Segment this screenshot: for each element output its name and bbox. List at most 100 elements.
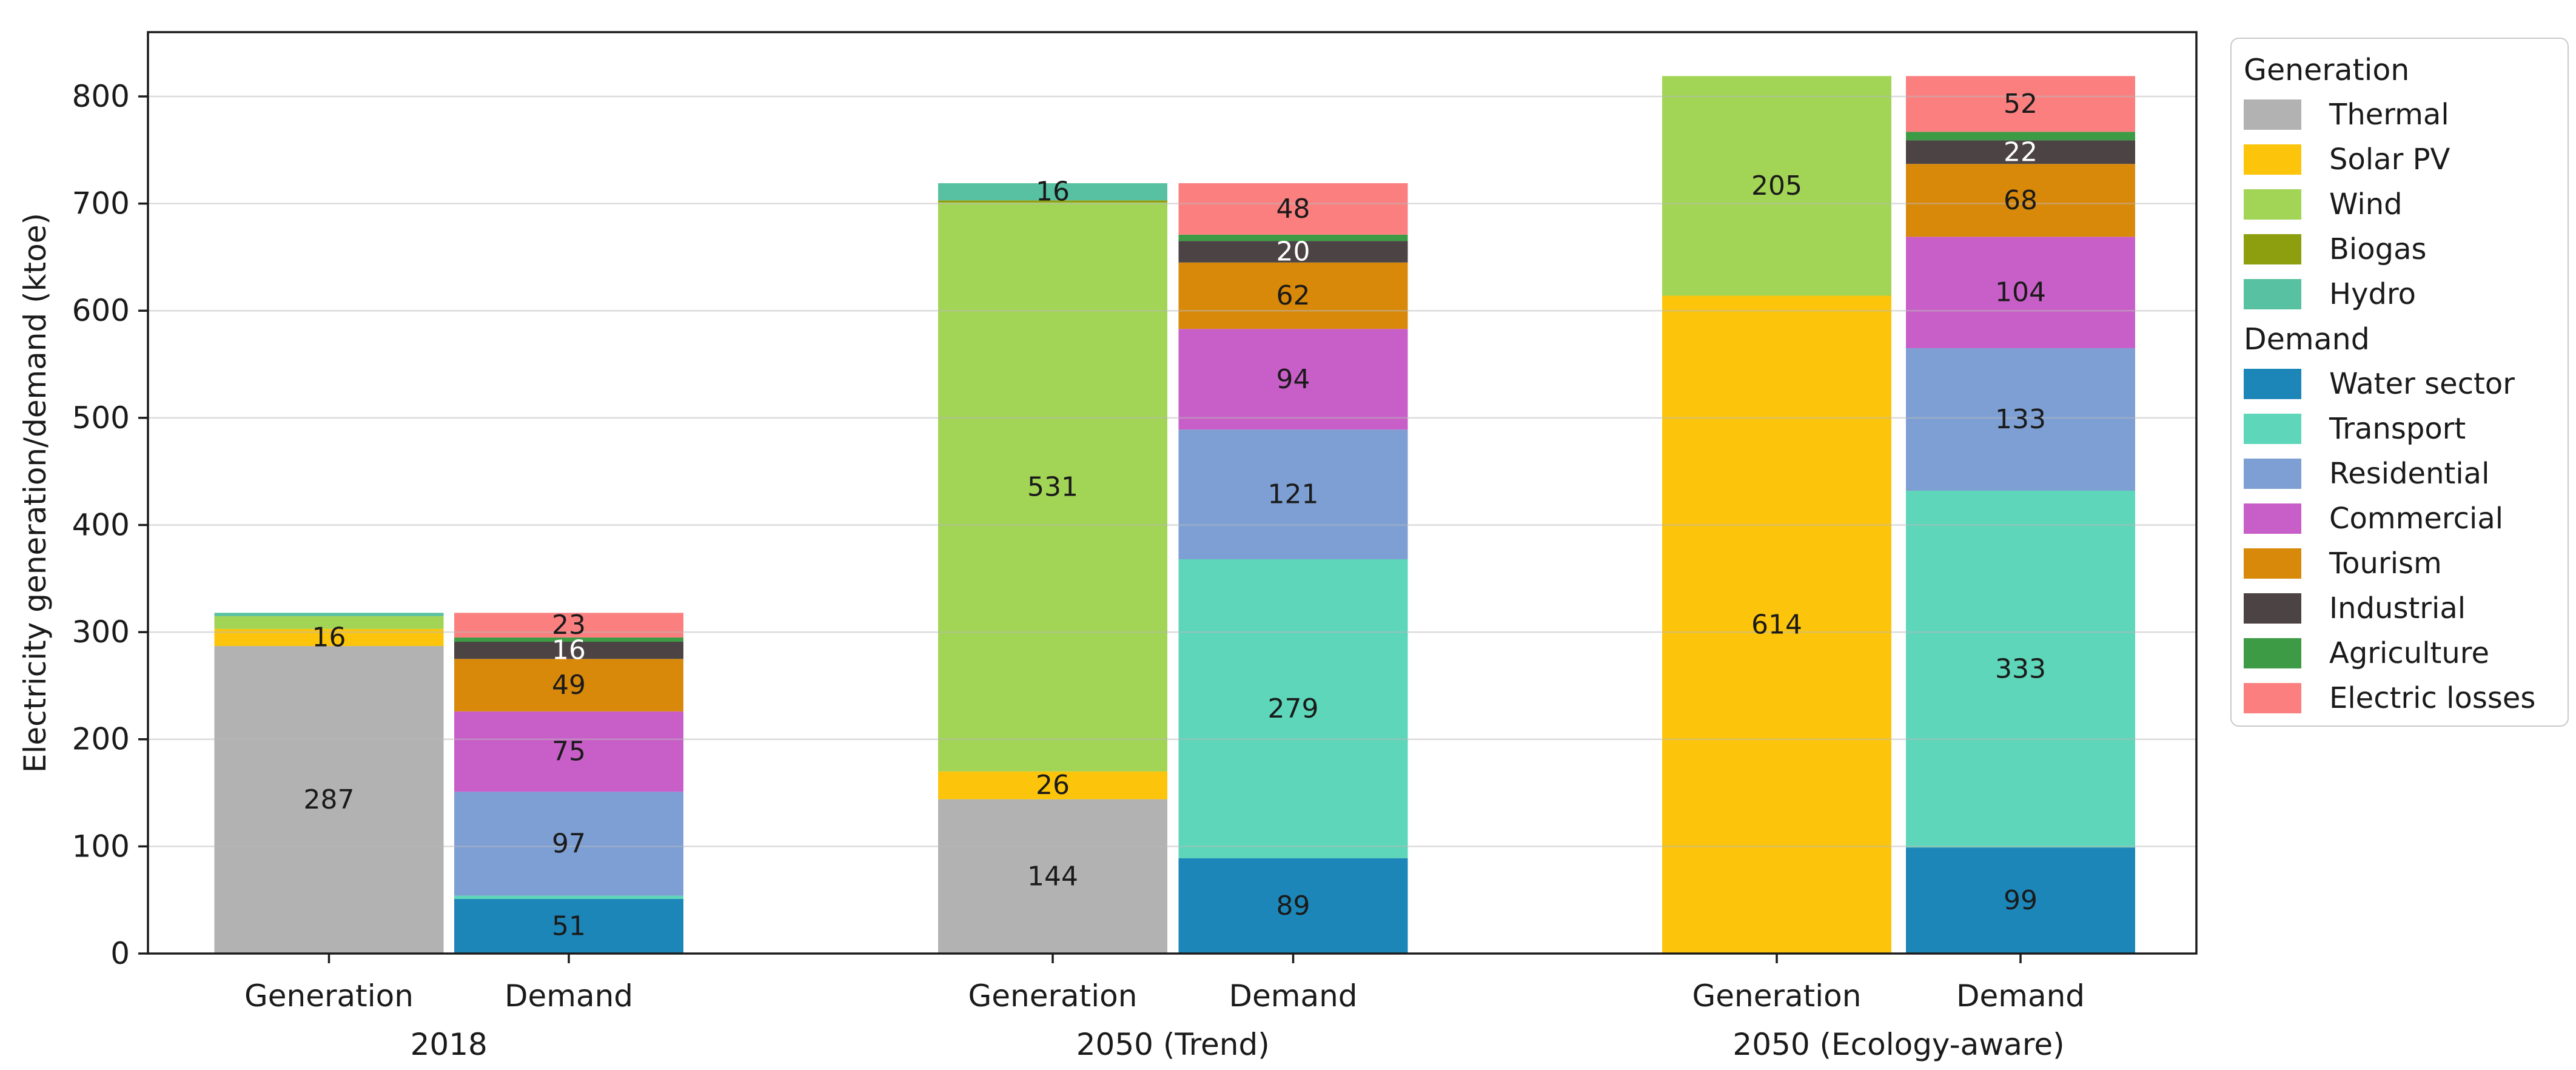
y-tick-label: 800	[72, 79, 130, 114]
bar-value-label: 20	[1276, 237, 1310, 268]
bar-segment-2018-generation-wind	[214, 616, 444, 629]
legend-label-solar-pv: Solar PV	[2329, 143, 2450, 177]
legend-item-water-sector: Water sector	[2232, 362, 2568, 406]
legend-label-thermal: Thermal	[2329, 98, 2449, 132]
legend-item-industrial: Industrial	[2232, 586, 2568, 631]
bar-value-label: 614	[1751, 609, 1802, 640]
bar-value-label: 16	[552, 635, 586, 666]
legend-item-transport: Transport	[2232, 406, 2568, 451]
bar-segment-2018-demand-commercial	[454, 711, 683, 792]
y-tick-label: 400	[72, 507, 130, 542]
bar-value-label: 62	[1276, 280, 1310, 311]
bar-segment-2050-ecology-aware-demand-electric-losses	[1906, 76, 2135, 132]
bar-segment-2050-ecology-aware-demand-water-sector	[1906, 847, 2135, 954]
x-tick-label-demand: Demand	[505, 978, 633, 1014]
bar-segment-2018-demand-electric-losses	[454, 613, 683, 638]
legend-swatch-transport	[2244, 414, 2301, 444]
y-tick-label: 300	[72, 614, 130, 650]
bar-value-label: 22	[2004, 136, 2038, 167]
bar-value-label: 287	[304, 784, 355, 815]
legend-item-residential: Residential	[2232, 451, 2568, 496]
bar-value-label: 89	[1276, 890, 1310, 921]
plot-frame	[147, 31, 2198, 955]
bar-value-label: 26	[1036, 770, 1070, 801]
legend-swatch-tourism	[2244, 548, 2301, 579]
group-label-2050-ecology-aware: 2050 (Ecology-aware)	[1732, 1027, 2064, 1062]
legend-label-agriculture: Agriculture	[2329, 636, 2489, 670]
bar-value-label: 23	[552, 610, 586, 641]
bar-value-label: 16	[1036, 177, 1070, 207]
bar-value-label: 97	[552, 828, 586, 859]
bar-value-label: 104	[1995, 277, 2046, 308]
bar-segment-2050-ecology-aware-demand-residential	[1906, 348, 2135, 491]
bar-value-label: 121	[1268, 479, 1319, 510]
bar-segment-2018-demand-transport	[454, 895, 683, 899]
group-label-2018: 2018	[411, 1027, 488, 1062]
group-label-2050-trend: 2050 (Trend)	[1076, 1027, 1270, 1062]
legend-label-industrial: Industrial	[2329, 591, 2466, 625]
legend-item-electric-losses: Electric losses	[2232, 676, 2568, 721]
y-tick-label: 700	[72, 186, 130, 221]
bar-segment-2018-demand-agriculture	[454, 637, 683, 642]
bar-segment-2050-trend-demand-commercial	[1178, 329, 1408, 430]
bar-segment-2050-trend-demand-water-sector	[1178, 858, 1408, 954]
bar-segment-2018-demand-water-sector	[454, 898, 683, 954]
legend-label-transport: Transport	[2329, 412, 2466, 446]
bar-value-label: 68	[2004, 185, 2038, 216]
bar-segment-2050-trend-generation-wind	[938, 202, 1167, 772]
bar-segment-2050-trend-demand-electric-losses	[1178, 183, 1408, 235]
legend-label-biogas: Biogas	[2329, 232, 2427, 266]
bar-segment-2018-demand-tourism	[454, 659, 683, 712]
bar-segment-2050-ecology-aware-demand-agriculture	[1906, 132, 2135, 141]
legend-item-tourism: Tourism	[2232, 541, 2568, 586]
bar-value-label: 205	[1751, 170, 1802, 201]
legend-label-wind: Wind	[2329, 187, 2403, 221]
legend-label-hydro: Hydro	[2329, 277, 2417, 311]
y-tick-label: 500	[72, 400, 130, 436]
legend-swatch-biogas	[2244, 234, 2301, 264]
bar-segment-2050-ecology-aware-generation-solar-pv	[1662, 295, 1891, 954]
legend-item-biogas: Biogas	[2232, 227, 2568, 272]
bar-segment-2050-trend-demand-transport	[1178, 559, 1408, 858]
bar-value-label: 52	[2004, 89, 2038, 119]
legend-swatch-thermal	[2244, 99, 2301, 130]
bar-value-label: 99	[2004, 885, 2038, 916]
legend-swatch-electric-losses	[2244, 683, 2301, 713]
legend-item-commercial: Commercial	[2232, 496, 2568, 541]
bar-segment-2050-trend-generation-solar-pv	[938, 771, 1167, 799]
bar-value-label: 144	[1027, 861, 1078, 892]
y-tick-label: 600	[72, 293, 130, 328]
legend-label-commercial: Commercial	[2329, 502, 2504, 536]
bar-segment-2018-generation-hydro	[214, 613, 444, 616]
bar-value-label: 333	[1995, 654, 2046, 685]
x-tick-label-generation: Generation	[968, 978, 1138, 1014]
bar-value-label: 48	[1276, 193, 1310, 224]
bar-segment-2050-ecology-aware-demand-transport	[1906, 490, 2135, 848]
legend-label-electric-losses: Electric losses	[2329, 681, 2536, 715]
bar-value-label: 51	[552, 910, 586, 941]
legend-item-agriculture: Agriculture	[2232, 631, 2568, 676]
y-tick-label: 100	[72, 829, 130, 864]
bar-value-label: 133	[1995, 404, 2046, 435]
legend: Generation Thermal Solar PV Wind Biogas Hydro…	[2230, 38, 2569, 727]
x-tick-label-demand: Demand	[1229, 978, 1357, 1014]
legend-swatch-wind	[2244, 189, 2301, 220]
legend-swatch-solar-pv	[2244, 144, 2301, 175]
bar-segment-2050-ecology-aware-demand-tourism	[1906, 164, 2135, 237]
bar-segment-2050-trend-demand-agriculture	[1178, 234, 1408, 241]
bar-segment-2050-trend-demand-tourism	[1178, 262, 1408, 329]
bar-segment-2050-trend-generation-hydro	[938, 183, 1167, 201]
legend-header-demand: Demand	[2244, 321, 2370, 357]
bar-value-label: 75	[552, 736, 586, 767]
legend-item-wind: Wind	[2232, 182, 2568, 227]
y-tick-label: 200	[72, 722, 130, 757]
bar-value-label: 531	[1027, 471, 1078, 502]
legend-item-solar-pv: Solar PV	[2232, 137, 2568, 182]
legend-header-generation: Generation	[2244, 52, 2410, 87]
bar-segment-2050-ecology-aware-demand-commercial	[1906, 237, 2135, 349]
bar-value-label: 279	[1268, 693, 1319, 724]
legend-swatch-agriculture	[2244, 638, 2301, 668]
bar-segment-2018-demand-residential	[454, 792, 683, 896]
